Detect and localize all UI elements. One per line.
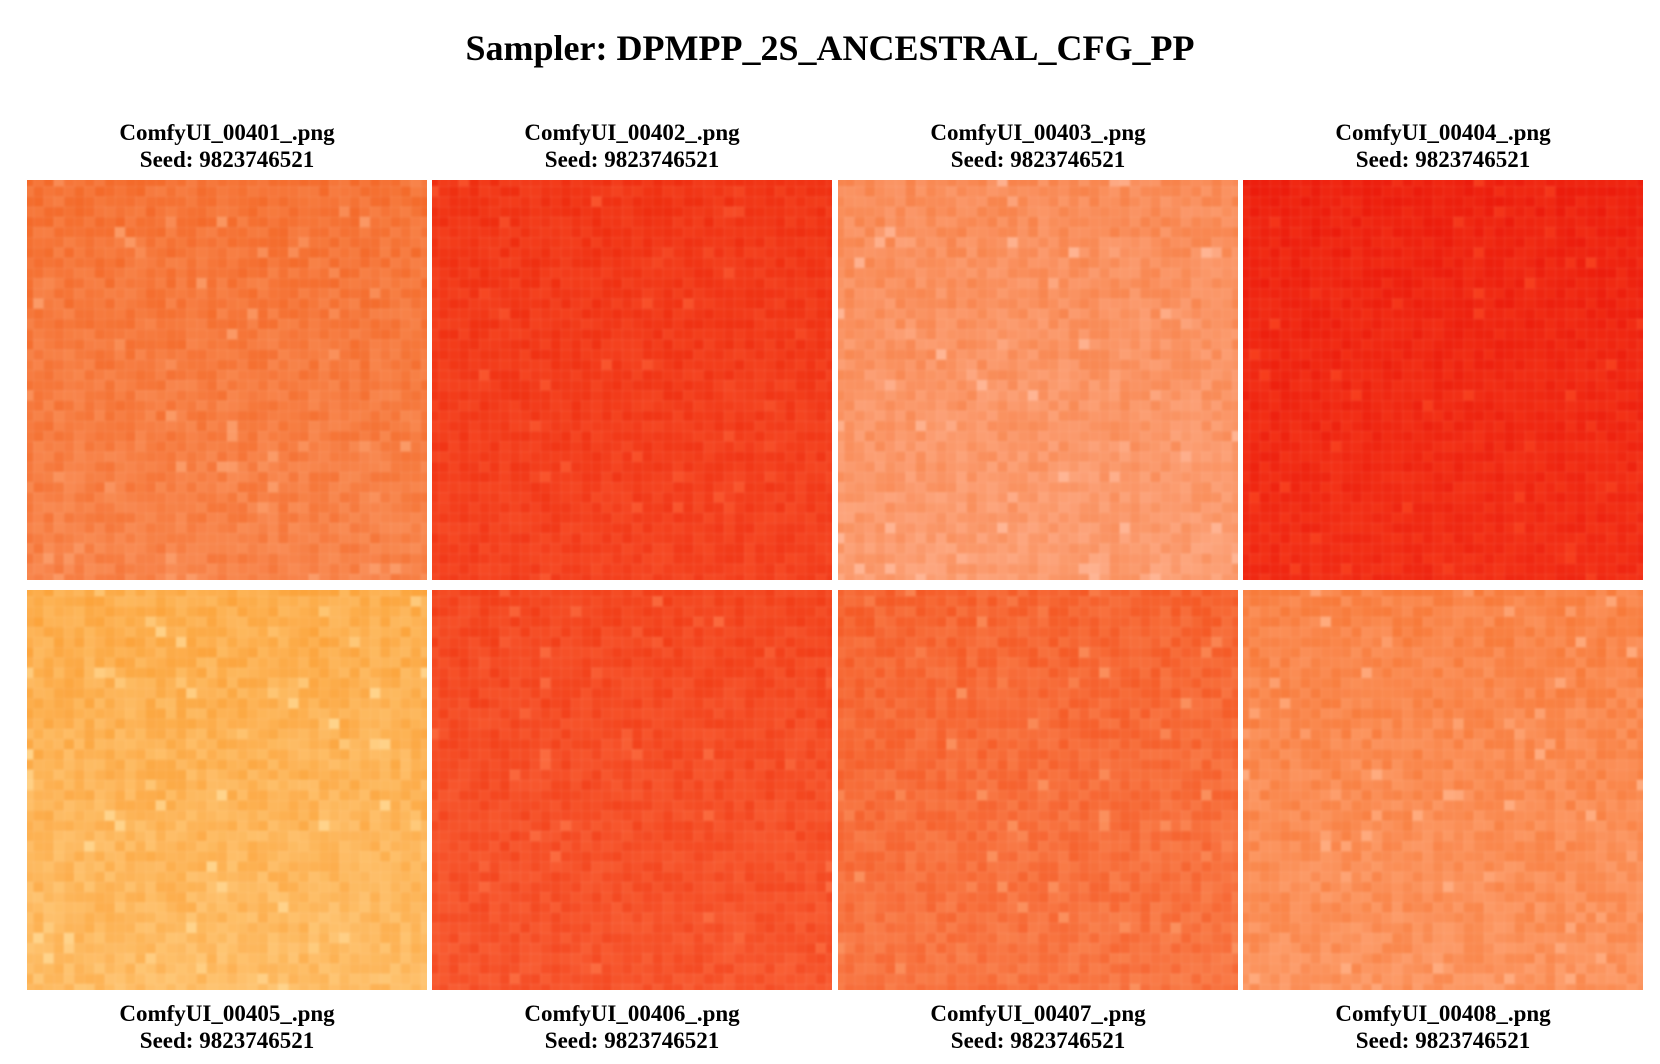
image-seed: Seed: 9823746521 [950,147,1126,172]
image-filename: ComfyUI_00402_.png [524,120,740,145]
image-caption: ComfyUI_00408_.png Seed: 9823746521 [1243,1000,1643,1054]
image-seed: Seed: 9823746521 [1355,147,1531,172]
image-filename: ComfyUI_00405_.png [119,1001,335,1026]
image-caption: ComfyUI_00402_.png Seed: 9823746521 [432,119,832,173]
image-caption: ComfyUI_00406_.png Seed: 9823746521 [432,1000,832,1054]
image-seed: Seed: 9823746521 [139,147,315,172]
image-filename: ComfyUI_00404_.png [1335,120,1551,145]
generated-image-thumbnail[interactable] [1243,590,1643,990]
image-canvas [1243,180,1643,580]
image-seed: Seed: 9823746521 [544,147,720,172]
image-canvas [432,180,832,580]
image-filename: ComfyUI_00403_.png [930,120,1146,145]
image-caption: ComfyUI_00405_.png Seed: 9823746521 [27,1000,427,1054]
generated-image-thumbnail[interactable] [1243,180,1643,580]
image-caption: ComfyUI_00404_.png Seed: 9823746521 [1243,119,1643,173]
image-caption: ComfyUI_00401_.png Seed: 9823746521 [27,119,427,173]
image-filename: ComfyUI_00401_.png [119,120,335,145]
image-canvas [1243,590,1643,990]
generated-image-thumbnail[interactable] [432,590,832,990]
image-filename: ComfyUI_00408_.png [1335,1001,1551,1026]
image-canvas [838,180,1238,580]
image-seed: Seed: 9823746521 [139,1028,315,1053]
image-filename: ComfyUI_00406_.png [524,1001,740,1026]
image-canvas [838,590,1238,990]
image-filename: ComfyUI_00407_.png [930,1001,1146,1026]
generated-image-thumbnail[interactable] [27,590,427,990]
image-seed: Seed: 9823746521 [544,1028,720,1053]
image-canvas [27,590,427,990]
generated-image-thumbnail[interactable] [432,180,832,580]
image-canvas [432,590,832,990]
image-caption: ComfyUI_00403_.png Seed: 9823746521 [838,119,1238,173]
generated-image-thumbnail[interactable] [838,180,1238,580]
image-canvas [27,180,427,580]
page-title: Sampler: DPMPP_2S_ANCESTRAL_CFG_PP [465,28,1195,68]
image-seed: Seed: 9823746521 [1355,1028,1531,1053]
image-caption: ComfyUI_00407_.png Seed: 9823746521 [838,1000,1238,1054]
image-seed: Seed: 9823746521 [950,1028,1126,1053]
generated-image-thumbnail[interactable] [838,590,1238,990]
generated-image-thumbnail[interactable] [27,180,427,580]
